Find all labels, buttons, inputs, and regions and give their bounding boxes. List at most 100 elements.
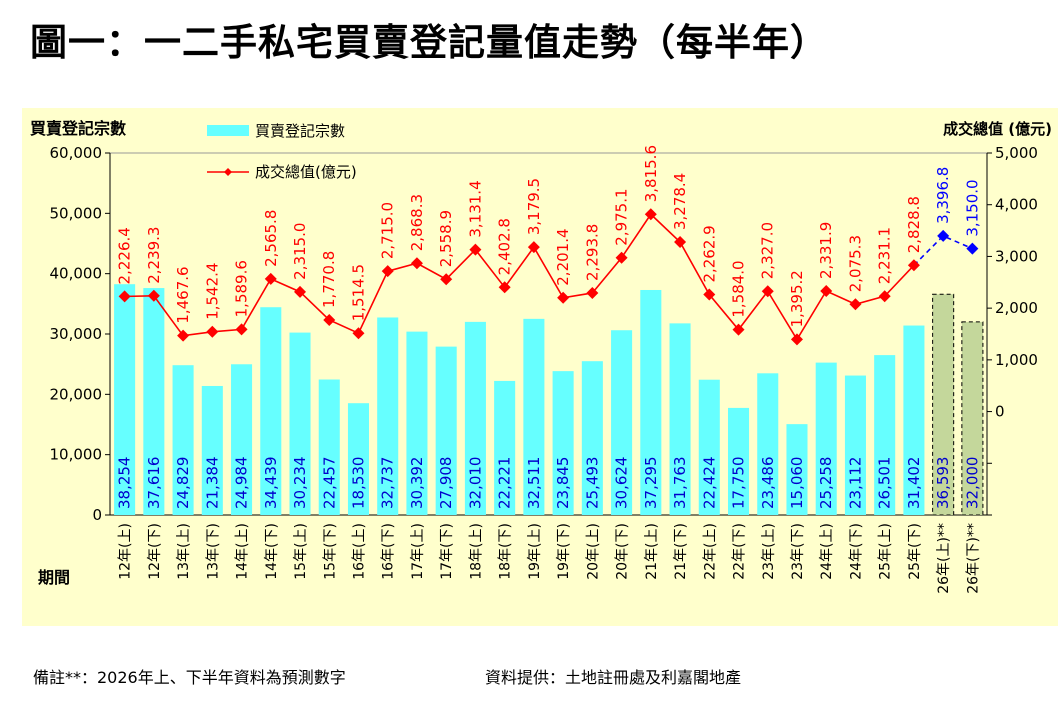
category-label: 16年(下) bbox=[381, 523, 397, 580]
line-point bbox=[937, 229, 950, 242]
line-value-label: 1,542.4 bbox=[203, 263, 221, 320]
line-point bbox=[469, 243, 482, 256]
line-value-label: 2,075.3 bbox=[846, 235, 864, 292]
line-value-label: 2,975.1 bbox=[613, 188, 631, 245]
line-point bbox=[907, 259, 920, 272]
bar-value-label: 30,392 bbox=[408, 457, 426, 510]
line-point bbox=[878, 290, 891, 303]
bar bbox=[961, 321, 984, 516]
line-value-label: 2,558.9 bbox=[437, 210, 455, 267]
bar-value-label: 23,486 bbox=[759, 457, 777, 510]
bar-value-label: 31,402 bbox=[905, 457, 923, 510]
right-tick-label: 1,000 bbox=[995, 351, 1038, 369]
category-label: 26年(上)** bbox=[936, 523, 952, 594]
line-value-label: 2,293.8 bbox=[583, 224, 601, 281]
category-label: 14年(下) bbox=[264, 523, 280, 580]
category-label: 25年(上) bbox=[878, 523, 894, 580]
bar-value-label: 22,457 bbox=[320, 457, 338, 510]
bar-value-label: 37,616 bbox=[145, 457, 163, 510]
legend-line-label: 成交總值(億元) bbox=[255, 163, 357, 181]
category-label: 12年(上) bbox=[118, 523, 134, 580]
bar-value-label: 38,254 bbox=[116, 457, 134, 510]
bar bbox=[231, 364, 253, 515]
bar bbox=[611, 330, 633, 515]
bar bbox=[172, 365, 194, 515]
bar-value-label: 17,750 bbox=[730, 457, 748, 510]
line-value-label: 3,278.4 bbox=[671, 173, 689, 230]
category-label: 13年(上) bbox=[176, 523, 192, 580]
category-label: 21年(上) bbox=[644, 523, 660, 580]
category-label: 14年(上) bbox=[235, 523, 251, 580]
bar-value-label: 25,258 bbox=[817, 457, 835, 510]
line-value-label: 2,331.9 bbox=[817, 222, 835, 279]
combo-chart: 0 10,000 20,000 30,000 40,000 50,000 60,000 0 1,… bbox=[30, 119, 1052, 594]
line-point bbox=[381, 265, 394, 278]
line-value-label: 2,565.8 bbox=[262, 210, 280, 267]
line-value-label: 2,715.0 bbox=[379, 202, 397, 259]
right-tick-label: 2,000 bbox=[995, 299, 1038, 317]
line-value-label: 3,150.0 bbox=[963, 179, 981, 236]
line-point bbox=[527, 241, 540, 254]
line-point bbox=[410, 257, 423, 270]
right-tick-label: 0 bbox=[995, 403, 1005, 421]
line-point bbox=[615, 251, 628, 264]
line-value-label: 3,179.5 bbox=[525, 178, 543, 235]
left-axis-title: 買賣登記宗數 bbox=[30, 119, 126, 138]
left-tick-label: 60,000 bbox=[50, 144, 103, 162]
page-title: 圖一：一二手私宅買賣登記量值走勢（每半年） bbox=[30, 21, 828, 64]
forecast-line bbox=[913, 234, 973, 266]
legend-bar-swatch bbox=[207, 125, 249, 136]
category-label: 23年(上) bbox=[761, 523, 777, 580]
category-label: 24年(上) bbox=[819, 523, 835, 580]
bar bbox=[552, 371, 574, 515]
line-value-label: 2,239.3 bbox=[145, 227, 163, 284]
category-label: 17年(下) bbox=[439, 523, 455, 580]
right-tick-label: 4,000 bbox=[995, 196, 1038, 214]
line-point bbox=[966, 242, 979, 255]
bar-value-label: 18,530 bbox=[349, 457, 367, 510]
line-point bbox=[118, 290, 131, 303]
line-point bbox=[294, 285, 307, 298]
category-label: 26年(下)** bbox=[965, 523, 981, 594]
line-value-label: 3,815.6 bbox=[642, 145, 660, 202]
line-value-label: 2,262.9 bbox=[700, 225, 718, 282]
bar bbox=[289, 332, 311, 515]
bar bbox=[815, 362, 837, 515]
category-label: 15年(上) bbox=[293, 523, 309, 580]
bar-value-label: 36,593 bbox=[934, 457, 952, 510]
category-label: 16年(上) bbox=[351, 523, 367, 580]
line-value-label: 3,396.8 bbox=[934, 167, 952, 224]
line-value-label: 1,584.0 bbox=[730, 260, 748, 317]
bar-value-label: 30,624 bbox=[613, 457, 631, 510]
bar bbox=[114, 284, 136, 515]
bar bbox=[347, 403, 370, 515]
line-value-label: 1,467.6 bbox=[174, 266, 192, 323]
category-label: 18年(下) bbox=[498, 523, 514, 580]
bar bbox=[406, 331, 428, 515]
line-value-label: 2,201.4 bbox=[554, 228, 572, 285]
legend-bar-label: 買賣登記宗數 bbox=[255, 122, 345, 140]
line-point bbox=[790, 333, 803, 346]
category-label: 20年(上) bbox=[585, 523, 601, 580]
bar-value-label: 32,737 bbox=[379, 457, 397, 510]
line-point bbox=[235, 323, 248, 336]
line-value-label: 2,402.8 bbox=[496, 218, 514, 275]
bar-value-label: 37,295 bbox=[642, 457, 660, 510]
left-tick-label: 30,000 bbox=[50, 325, 103, 343]
category-label: 13年(下) bbox=[205, 523, 221, 580]
line-point bbox=[586, 286, 599, 299]
bar-value-label: 22,424 bbox=[700, 457, 718, 510]
bar bbox=[844, 375, 866, 515]
left-tick-label: 10,000 bbox=[50, 446, 103, 464]
line-value-label: 1,589.6 bbox=[233, 260, 251, 317]
bar-value-label: 32,511 bbox=[525, 457, 543, 510]
bar bbox=[640, 289, 662, 515]
line-value-label: 2,828.8 bbox=[905, 196, 923, 253]
bar-value-label: 25,493 bbox=[583, 457, 601, 510]
bar-value-label: 24,829 bbox=[174, 457, 192, 510]
bar-value-label: 32,000 bbox=[963, 457, 981, 510]
line-point bbox=[323, 313, 336, 326]
category-label: 24年(下) bbox=[848, 523, 864, 580]
line-point bbox=[147, 289, 160, 302]
line-value-label: 3,131.4 bbox=[466, 180, 484, 237]
